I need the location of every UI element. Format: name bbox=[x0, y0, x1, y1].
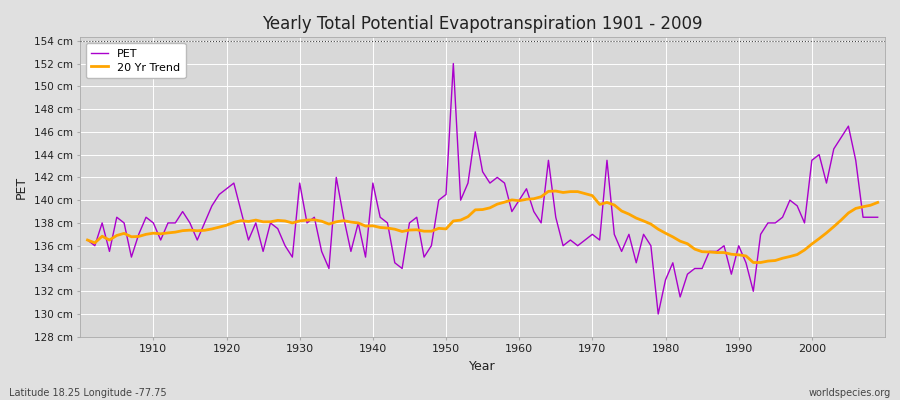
20 Yr Trend bbox=[140, 232, 151, 237]
X-axis label: Year: Year bbox=[469, 360, 496, 373]
Text: Latitude 18.25 Longitude -77.75: Latitude 18.25 Longitude -77.75 bbox=[9, 388, 166, 398]
PET bbox=[346, 249, 356, 254]
PET bbox=[302, 220, 312, 225]
PET bbox=[609, 232, 620, 237]
Title: Yearly Total Potential Evapotranspiration 1901 - 2009: Yearly Total Potential Evapotranspiratio… bbox=[262, 15, 703, 33]
PET bbox=[652, 312, 663, 316]
20 Yr Trend bbox=[507, 198, 517, 202]
Line: 20 Yr Trend: 20 Yr Trend bbox=[87, 191, 878, 262]
20 Yr Trend bbox=[551, 189, 562, 194]
PET bbox=[448, 61, 459, 66]
20 Yr Trend bbox=[82, 238, 93, 242]
PET bbox=[140, 215, 151, 220]
20 Yr Trend bbox=[302, 218, 312, 222]
PET bbox=[521, 186, 532, 191]
20 Yr Trend bbox=[346, 220, 356, 224]
Y-axis label: PET: PET bbox=[15, 176, 28, 199]
20 Yr Trend bbox=[872, 200, 883, 205]
PET bbox=[872, 215, 883, 220]
20 Yr Trend bbox=[748, 260, 759, 265]
PET bbox=[514, 198, 525, 202]
PET bbox=[82, 238, 93, 242]
Legend: PET, 20 Yr Trend: PET, 20 Yr Trend bbox=[86, 43, 185, 78]
20 Yr Trend bbox=[609, 203, 620, 208]
Line: PET: PET bbox=[87, 64, 878, 314]
Text: worldspecies.org: worldspecies.org bbox=[809, 388, 891, 398]
20 Yr Trend bbox=[514, 198, 525, 203]
